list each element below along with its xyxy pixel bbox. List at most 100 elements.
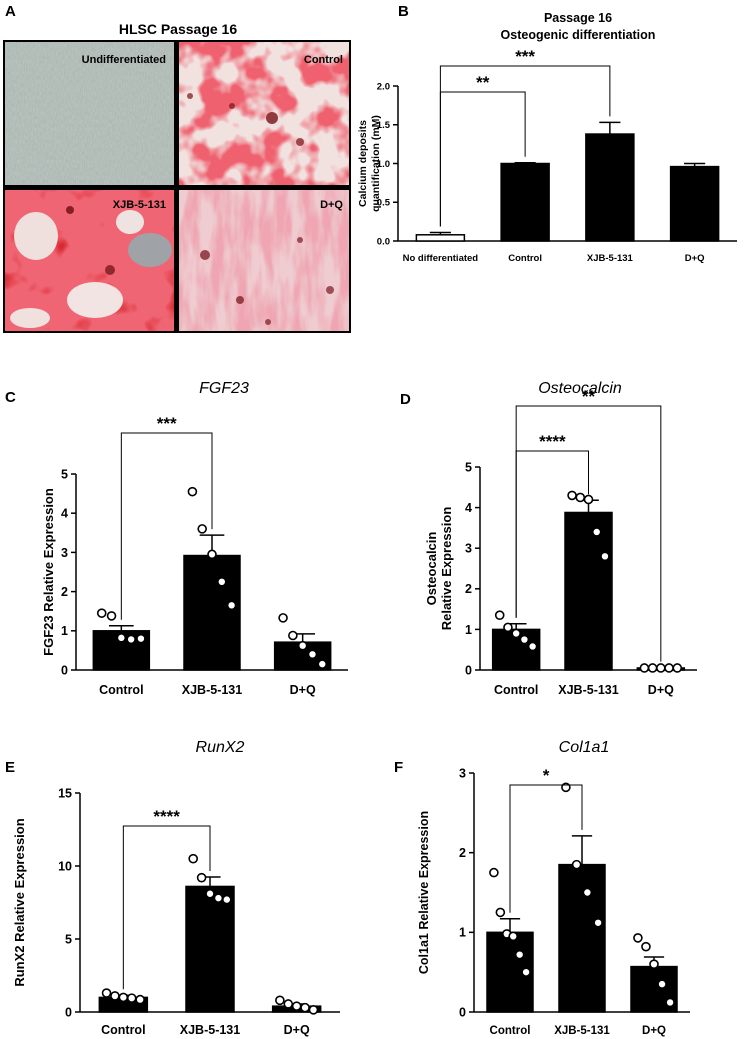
y-tick-label: 4 bbox=[465, 501, 472, 515]
x-tick-label: D+Q bbox=[642, 1025, 666, 1037]
panel-b-letter: B bbox=[398, 3, 409, 20]
y-axis-label: Calcium deposits bbox=[357, 120, 369, 207]
micrograph-dq bbox=[179, 190, 349, 331]
bar-no-differentiated bbox=[415, 234, 466, 242]
data-point bbox=[101, 988, 112, 998]
chart-title: FGF23 bbox=[199, 380, 249, 397]
y-tick-label: 2 bbox=[459, 846, 466, 860]
x-tick-label: D+Q bbox=[685, 253, 705, 264]
significance-label: * bbox=[543, 766, 550, 785]
data-point bbox=[665, 997, 675, 1008]
x-tick-label: Control bbox=[490, 1025, 531, 1037]
data-point bbox=[511, 628, 521, 639]
y-tick-label: 2 bbox=[465, 582, 472, 596]
chart-title: Col1a1 bbox=[559, 739, 610, 756]
data-point bbox=[489, 867, 499, 878]
y-tick-label: 5 bbox=[465, 460, 472, 474]
chart-title: Osteocalcin bbox=[538, 380, 622, 397]
data-point bbox=[126, 993, 137, 1003]
data-point bbox=[567, 490, 577, 501]
data-point bbox=[508, 931, 519, 942]
data-point bbox=[495, 907, 506, 918]
data-point bbox=[278, 613, 288, 623]
chart-panel-e: E RunX2 RunX2 Relative Expression 0 5 10 15 Con… bbox=[5, 739, 340, 1037]
y-tick-label: 0.5 bbox=[377, 198, 391, 209]
y-tick-label: 1 bbox=[61, 624, 68, 638]
data-point bbox=[197, 524, 207, 534]
x-tick-label: Control bbox=[101, 1023, 145, 1037]
data-point bbox=[283, 999, 294, 1009]
chart-title: Passage 16 bbox=[544, 11, 612, 25]
data-point bbox=[649, 959, 659, 970]
y-tick-label: 1.0 bbox=[377, 159, 390, 170]
significance-label: *** bbox=[157, 414, 177, 433]
y-tick-label: 5 bbox=[61, 467, 68, 481]
data-point bbox=[116, 633, 127, 643]
bar-xjb-5-131 bbox=[183, 554, 241, 671]
bar-xjb-5-131 bbox=[185, 885, 235, 1013]
data-point bbox=[514, 949, 525, 960]
x-tick-label: XJB-5-131 bbox=[558, 683, 618, 697]
significance-bracket bbox=[120, 432, 213, 620]
x-tick-label: D+Q bbox=[284, 1023, 310, 1037]
data-point bbox=[656, 663, 666, 673]
data-point bbox=[583, 494, 594, 505]
data-point bbox=[519, 634, 530, 645]
x-tick-label: D+Q bbox=[290, 683, 316, 697]
micrograph-xjb bbox=[5, 190, 174, 331]
x-tick-label: Control bbox=[494, 683, 538, 697]
data-point bbox=[300, 1002, 310, 1013]
x-tick-label: XJB-5-131 bbox=[554, 1025, 610, 1037]
data-point bbox=[600, 551, 610, 562]
panel-c-letter: C bbox=[5, 389, 16, 406]
significance-label: ** bbox=[582, 387, 596, 406]
data-point bbox=[593, 917, 603, 928]
micrograph-label-control: Control bbox=[304, 54, 343, 66]
data-point bbox=[527, 641, 538, 652]
data-point bbox=[503, 622, 513, 633]
data-point bbox=[213, 893, 224, 903]
chart-panel-b: B Passage 16 Osteogenic differentiation Cal… bbox=[357, 3, 737, 264]
x-tick-label: No differentiated bbox=[403, 253, 479, 264]
y-tick-label: 15 bbox=[58, 786, 72, 800]
chart-title: RunX2 bbox=[196, 739, 245, 756]
data-point bbox=[96, 608, 107, 618]
data-point bbox=[118, 992, 129, 1003]
data-point bbox=[136, 633, 146, 644]
data-point bbox=[664, 663, 674, 673]
data-point bbox=[291, 1001, 302, 1011]
panel-f-letter: F bbox=[394, 759, 403, 776]
data-point bbox=[494, 610, 505, 620]
data-point bbox=[571, 859, 582, 870]
data-point bbox=[575, 492, 586, 503]
bar-xjb-5-131 bbox=[564, 511, 613, 671]
data-point bbox=[106, 611, 117, 621]
x-tick-label: XJB-5-131 bbox=[182, 683, 242, 697]
data-point bbox=[187, 486, 198, 497]
data-point bbox=[226, 600, 237, 611]
bar-control bbox=[500, 162, 550, 242]
chart-title: Osteogenic differentiation bbox=[501, 28, 656, 42]
chart-panel-f: F Col1a1 Col1a1 Relative Expression 0 1 2 3 Con… bbox=[394, 739, 690, 1037]
significance-label: **** bbox=[153, 807, 180, 826]
y-axis-label: Relative Expression bbox=[439, 507, 454, 631]
bar-xjb-5-131 bbox=[585, 133, 635, 242]
y-tick-label: 5 bbox=[65, 932, 72, 946]
y-tick-label: 0 bbox=[459, 1005, 466, 1019]
x-tick-label: XJB-5-131 bbox=[587, 253, 634, 264]
significance-label: ** bbox=[476, 73, 490, 92]
data-point bbox=[657, 979, 667, 989]
data-point bbox=[639, 663, 650, 673]
data-point bbox=[591, 527, 602, 537]
y-tick-label: 1 bbox=[465, 623, 472, 637]
panel-a: A HLSC Passage 16 bbox=[3, 3, 351, 333]
significance-bracket bbox=[122, 825, 211, 990]
data-point bbox=[582, 887, 593, 898]
data-point bbox=[288, 630, 298, 641]
data-point bbox=[307, 649, 318, 660]
y-tick-label: 0 bbox=[65, 1005, 72, 1019]
significance-bracket bbox=[509, 784, 583, 913]
y-axis-label: quantification (mM) bbox=[370, 115, 382, 212]
y-axis-label: Osteocalcin bbox=[424, 532, 439, 606]
x-tick-label: Control bbox=[99, 683, 143, 697]
